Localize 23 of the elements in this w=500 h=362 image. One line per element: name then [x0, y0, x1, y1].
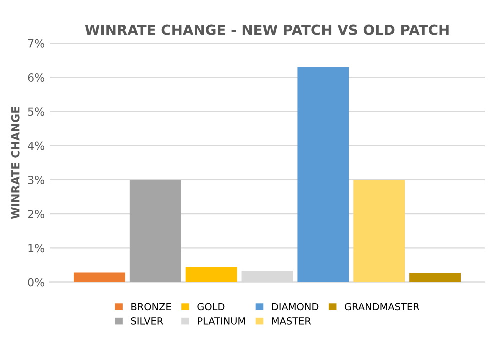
y-tick-label: 5% [28, 108, 45, 116]
bar [298, 67, 350, 282]
y-tick-label: 0% [28, 278, 45, 287]
y-axis-title: WINRATE CHANGE [11, 107, 20, 220]
bar [354, 180, 406, 282]
chart-title: WINRATE CHANGE - NEW PATCH VS OLD PATCH [85, 24, 449, 36]
legend-label: DIAMOND [272, 303, 319, 311]
bar [410, 273, 462, 282]
y-tick-label: 7% [28, 39, 45, 48]
y-tick-label: 1% [28, 244, 45, 253]
legend-label: SILVER [131, 318, 164, 325]
legend-label: GOLD [198, 303, 225, 311]
y-tick-label: 6% [28, 74, 45, 82]
bar [186, 267, 238, 282]
y-tick-label: 4% [28, 142, 45, 150]
legend-label: BRONZE [132, 303, 172, 311]
legend-label: MASTER [272, 318, 312, 325]
bar [130, 180, 182, 282]
legend-label: PLATINUM [198, 318, 246, 325]
legend-label: GRANDMASTER [345, 303, 420, 311]
y-tick-label: 2% [28, 210, 45, 218]
bar [74, 272, 126, 282]
y-tick-label: 3% [28, 176, 45, 184]
